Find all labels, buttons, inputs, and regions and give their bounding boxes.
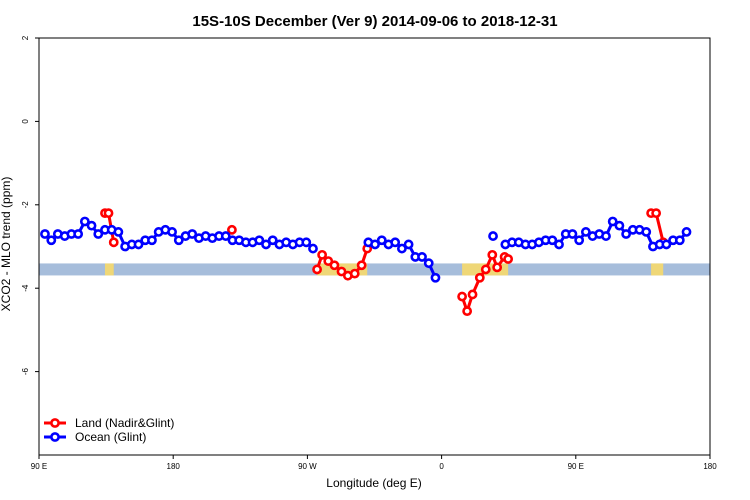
ocean-point-1-5 <box>396 243 407 254</box>
ocean-point-0-14 <box>133 239 144 250</box>
ocean-point-3-18 <box>621 229 632 239</box>
land-fill-4 <box>651 263 664 276</box>
land-point-3-0 <box>457 291 468 302</box>
land-point-0-1 <box>103 208 114 219</box>
chart-title: 15S-10S December (Ver 9) 2014-09-06 to 2… <box>192 13 557 30</box>
land-point-3-1 <box>462 306 473 317</box>
ocean-point-3-10 <box>567 229 578 239</box>
land-point-2-7 <box>356 260 367 271</box>
ocean-point-3-21 <box>641 227 652 237</box>
x-axis-ticks: 90 E 180 90 W 0 90 E 180 <box>31 455 717 471</box>
land-point-2-0 <box>312 264 322 275</box>
land-point-2-6 <box>349 268 360 279</box>
ocean-point-1-10 <box>430 272 441 283</box>
ocean-point-3-7 <box>547 235 558 246</box>
ocean-point-1-8 <box>417 252 427 262</box>
ocean-point-0-1 <box>46 235 57 246</box>
legend-land-label: Land (Nadir&Glint) <box>75 416 174 430</box>
ocean-point-0-6 <box>79 216 90 227</box>
plot-frame <box>38 37 711 456</box>
y-tick-label-2: -2 <box>21 201 30 209</box>
y-axis-label: XCO2 - MLO trend (ppm) <box>0 177 13 312</box>
ocean-point-3-27 <box>681 227 692 237</box>
land-point-3-6 <box>492 262 503 273</box>
land-point-2-3 <box>329 260 340 271</box>
ocean-point-0-33 <box>261 239 271 250</box>
land-point-3-4 <box>480 264 491 275</box>
ocean-point-1-4 <box>390 237 401 248</box>
ocean-point-0-8 <box>93 229 104 239</box>
land-point-3-8 <box>503 254 514 264</box>
land-point-3-2 <box>467 289 478 300</box>
ocean-point-0-7 <box>86 220 97 231</box>
ocean-point-2-0 <box>488 231 498 241</box>
ocean-point-0-11 <box>113 227 124 237</box>
ocean-point-0-5 <box>73 229 84 239</box>
ocean-point-3-12 <box>580 227 591 237</box>
land-point-4-1 <box>651 208 662 219</box>
ocean-point-0-27 <box>220 231 231 241</box>
y-tick-label-1: 0 <box>21 119 30 124</box>
x-tick-label-4: 90 E <box>568 462 584 471</box>
ocean-point-1-9 <box>423 258 434 269</box>
y-axis-ticks: 2 0 -2 -4 -6 <box>21 35 39 375</box>
ocean-point-0-40 <box>308 243 318 254</box>
ocean-point-0-19 <box>167 227 177 237</box>
plot-area <box>39 208 710 317</box>
x-tick-label-2: 90 W <box>298 462 317 471</box>
ocean-point-0-20 <box>173 235 184 246</box>
ocean-point-0-34 <box>267 235 278 246</box>
ocean-point-3-17 <box>614 220 625 231</box>
land-point-2-4 <box>336 266 347 277</box>
legend-land-marker <box>50 418 60 428</box>
x-axis-label: Longitude (deg E) <box>326 476 421 490</box>
ocean-point-3-8 <box>554 239 564 250</box>
legend-ocean-label: Ocean (Glint) <box>75 430 146 444</box>
ocean-point-0-0 <box>40 229 50 239</box>
x-tick-label-1: 180 <box>167 462 181 471</box>
legend-ocean-marker <box>50 432 60 442</box>
land-point-3-5 <box>487 249 498 260</box>
ocean-point-0-16 <box>147 235 157 246</box>
ocean-point-0-32 <box>254 235 265 246</box>
ocean-point-1-2 <box>376 235 387 246</box>
baseline-band <box>39 263 710 276</box>
ocean-point-3-26 <box>674 235 685 246</box>
land-fill-0 <box>104 263 114 276</box>
land-point-1-0 <box>227 224 237 235</box>
ocean-point-3-24 <box>661 239 672 250</box>
land-point-3-3 <box>474 272 485 283</box>
x-tick-label-0: 90 E <box>31 462 47 471</box>
ocean-point-3-11 <box>574 235 585 246</box>
ocean-point-0-39 <box>301 237 312 248</box>
ocean-point-1-6 <box>403 239 414 250</box>
y-tick-label-3: -4 <box>21 284 30 292</box>
ocean-point-3-16 <box>607 216 618 227</box>
x-tick-label-3: 0 <box>439 462 444 471</box>
legend: Land (Nadir&Glint)Ocean (Glint) <box>44 416 174 444</box>
y-tick-label-0: 2 <box>21 35 30 40</box>
x-tick-label-5: 180 <box>703 462 717 471</box>
ocean-point-0-22 <box>187 229 198 239</box>
y-tick-label-4: -6 <box>21 367 30 375</box>
land-point-2-1 <box>317 249 328 260</box>
land-point-0-2 <box>108 237 119 248</box>
ocean-point-1-1 <box>370 239 380 250</box>
land-line-3 <box>460 250 509 316</box>
ocean-point-3-15 <box>601 231 611 241</box>
